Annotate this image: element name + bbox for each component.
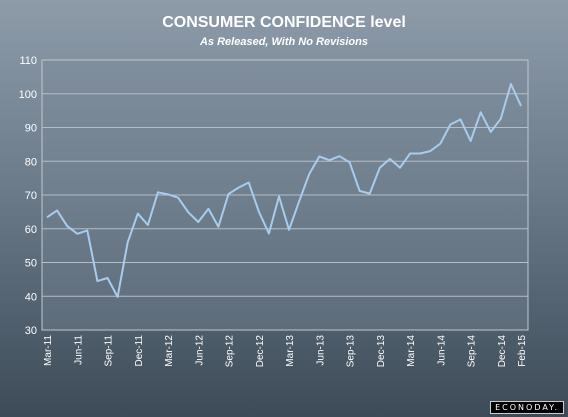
econoday-logo: ECONODAY. xyxy=(490,401,564,414)
y-tick-label: 60 xyxy=(25,224,37,236)
x-tick-label: Mar-12 xyxy=(164,335,175,367)
grid-lines xyxy=(42,93,528,297)
chart-subtitle: As Released, With No Revisions xyxy=(199,36,368,48)
x-tick-label: Jun-11 xyxy=(73,335,84,365)
x-tick-label: Dec-11 xyxy=(134,335,145,367)
x-tick-label: Sep-14 xyxy=(467,335,478,368)
x-tick-label: Feb-15 xyxy=(517,335,528,367)
y-tick-label: 40 xyxy=(25,291,37,303)
x-tick-label: Jun-12 xyxy=(194,335,205,366)
x-tick-label: Mar-14 xyxy=(406,335,417,367)
y-tick-label: 100 xyxy=(19,89,37,101)
x-tick-label: Sep-12 xyxy=(225,335,236,368)
y-axis: 30 40 50 60 70 80 90 100 110 xyxy=(19,55,37,337)
y-tick-label: 30 xyxy=(25,325,37,337)
chart-title: CONSUMER CONFIDENCE level xyxy=(162,14,406,31)
series-line xyxy=(46,83,522,298)
x-tick-label: Jun-13 xyxy=(315,335,326,366)
y-tick-label: 50 xyxy=(25,258,37,270)
x-tick-label: Jun-14 xyxy=(436,335,447,366)
x-tick-label: Sep-11 xyxy=(104,335,115,367)
y-tick-label: 80 xyxy=(25,156,37,168)
x-tick-label: Dec-13 xyxy=(376,335,387,368)
x-tick-label: Mar-11 xyxy=(43,335,54,366)
x-tick-label: Dec-14 xyxy=(497,335,508,368)
y-tick-label: 110 xyxy=(19,55,37,67)
x-tick-label: Mar-13 xyxy=(285,335,296,367)
x-tick-label: Sep-13 xyxy=(346,335,357,368)
x-tick-label: Dec-12 xyxy=(255,335,266,368)
x-axis: Mar-11 Jun-11 Sep-11 Dec-11 Mar-12 Jun-12 Sep-… xyxy=(43,335,528,368)
y-tick-label: 90 xyxy=(25,123,37,135)
y-tick-label: 70 xyxy=(25,190,37,202)
